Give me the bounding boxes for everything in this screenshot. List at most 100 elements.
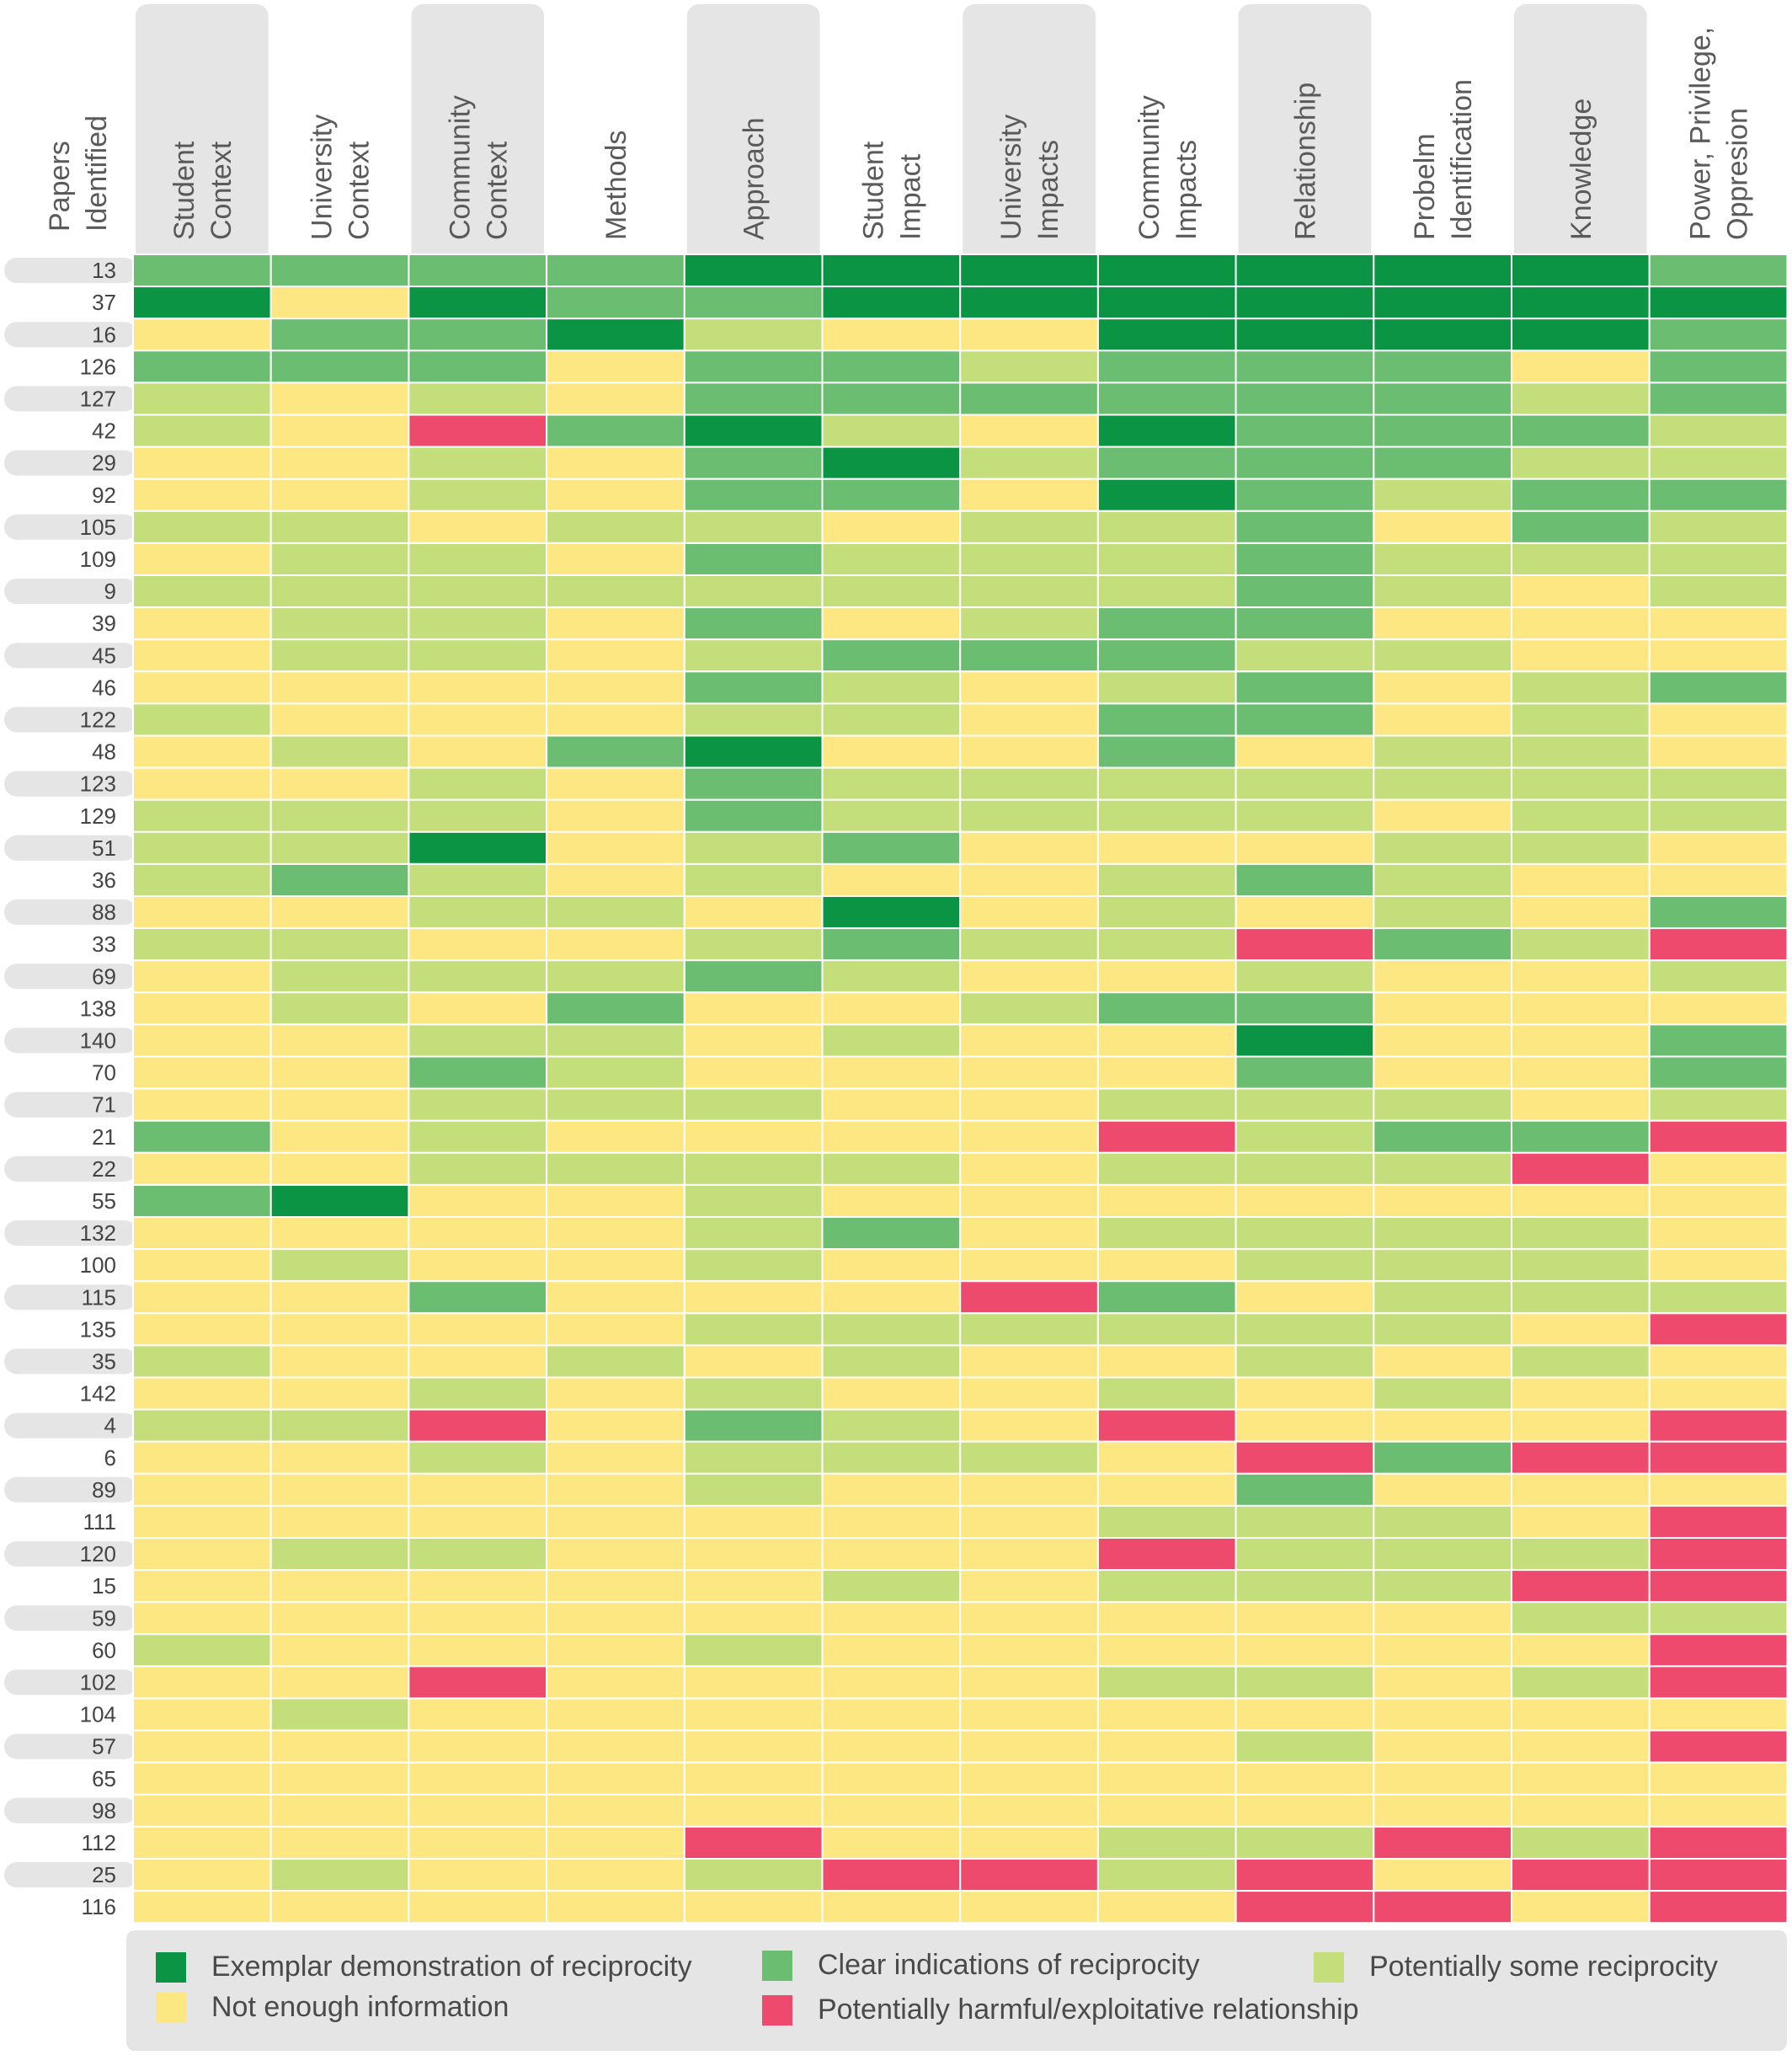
- heatmap-cell: [1648, 1601, 1789, 1636]
- heatmap-cell: [683, 1569, 824, 1604]
- heatmap-cell: [269, 638, 410, 673]
- heatmap-cell: [132, 478, 272, 512]
- heatmap-cell: [546, 927, 685, 962]
- heatmap-cell: [821, 318, 962, 352]
- heatmap-cell: [408, 286, 548, 320]
- heatmap-cell: [1096, 1793, 1237, 1828]
- heatmap-cell: [1648, 1312, 1789, 1347]
- heatmap-cell: [408, 1376, 548, 1411]
- heatmap-cell: [132, 1472, 272, 1507]
- heatmap-cell: [546, 1633, 685, 1668]
- heatmap-cell: [1648, 1248, 1789, 1283]
- heatmap-cell: [408, 350, 548, 384]
- row-label: 33: [92, 931, 116, 957]
- heatmap-cell: [1511, 1023, 1651, 1058]
- row-label: 98: [92, 1798, 116, 1823]
- heatmap-cell: [408, 1858, 548, 1892]
- row-label: 104: [80, 1702, 116, 1727]
- heatmap-cell: [132, 766, 272, 801]
- heatmap-cell: [1511, 478, 1651, 512]
- column-header-tab: [1238, 4, 1372, 267]
- heatmap-cell: [683, 606, 824, 641]
- row-label-pill: [4, 258, 137, 284]
- heatmap-cell: [683, 350, 824, 384]
- heatmap-cell: [821, 734, 962, 769]
- legend-item-potential: Potentially some reciprocity: [1314, 1951, 1718, 1983]
- heatmap-cell: [683, 734, 824, 769]
- heatmap-cell: [683, 862, 824, 898]
- heatmap-cell: [1648, 1504, 1789, 1540]
- heatmap-cell: [408, 382, 548, 416]
- heatmap-cell: [1235, 1504, 1375, 1540]
- heatmap-cell: [132, 1890, 272, 1924]
- heatmap-cell: [1648, 895, 1789, 930]
- heatmap-cell: [959, 1408, 1099, 1443]
- heatmap-cell: [1373, 1248, 1513, 1283]
- heatmap-cell: [269, 382, 410, 416]
- heatmap-cell: [683, 895, 824, 930]
- heatmap-cell: [1648, 350, 1789, 384]
- heatmap-cell: [1096, 1183, 1237, 1219]
- heatmap-cell: [1648, 1151, 1789, 1186]
- heatmap-cell: [821, 1537, 962, 1572]
- heatmap-cell: [1648, 1633, 1789, 1668]
- column-header-line: Impact: [894, 153, 926, 240]
- heatmap-cell: [269, 1665, 410, 1700]
- heatmap-cell: [1373, 1344, 1513, 1379]
- heatmap-cell: [959, 1793, 1099, 1828]
- heatmap-cell: [821, 1216, 962, 1251]
- heatmap-cell: [269, 318, 410, 352]
- heatmap-cell: [1373, 318, 1513, 352]
- heatmap-cell: [1511, 1697, 1651, 1732]
- heatmap-cell: [1511, 1248, 1651, 1283]
- legend-swatch-not-enough-info: [156, 1992, 186, 2023]
- row-header-line: Identified: [81, 115, 113, 232]
- heatmap-cell: [683, 254, 824, 288]
- heatmap-cell: [1096, 1633, 1237, 1668]
- heatmap-cell: [1235, 606, 1375, 641]
- heatmap-cell: [1235, 830, 1375, 865]
- heatmap-cell: [1373, 862, 1513, 898]
- heatmap-cell: [1511, 766, 1651, 801]
- heatmap-cell: [269, 286, 410, 320]
- heatmap-cell: [408, 1312, 548, 1347]
- heatmap-cell: [1511, 382, 1651, 416]
- column-header-line: University: [995, 115, 1027, 240]
- heatmap-cell: [959, 1858, 1099, 1892]
- heatmap-cell: [683, 1472, 824, 1507]
- heatmap-cell: [1096, 1055, 1237, 1090]
- heatmap-cell: [408, 606, 548, 641]
- heatmap-cell: [546, 1793, 685, 1828]
- heatmap-cell: [269, 1312, 410, 1347]
- heatmap-cell: [408, 830, 548, 865]
- heatmap-cell: [408, 1729, 548, 1764]
- heatmap-cell: [269, 1055, 410, 1090]
- heatmap-cell: [683, 1248, 824, 1283]
- heatmap-cell: [821, 1890, 962, 1924]
- heatmap-cell: [1648, 446, 1789, 480]
- heatmap-cell: [546, 895, 685, 930]
- legend-swatch-exemplar: [156, 1951, 186, 1983]
- row-label: 16: [92, 322, 116, 347]
- heatmap-cell: [1373, 830, 1513, 865]
- heatmap-cell: [1235, 1472, 1375, 1507]
- heatmap-cell: [546, 1825, 685, 1860]
- heatmap-cell: [1648, 1023, 1789, 1058]
- heatmap-cell: [546, 1376, 685, 1411]
- heatmap-cell: [821, 350, 962, 384]
- heatmap-cell: [269, 1151, 410, 1186]
- heatmap-cell: [683, 1087, 824, 1122]
- heatmap-cell: [1648, 670, 1789, 705]
- heatmap-cell: [408, 895, 548, 930]
- column-header-label: Knowledge: [1565, 99, 1597, 240]
- heatmap-cell: [546, 350, 685, 384]
- heatmap-cell: [1511, 1151, 1651, 1186]
- heatmap-cell: [269, 574, 410, 609]
- heatmap-cell: [821, 1408, 962, 1443]
- heatmap-cell: [1373, 1408, 1513, 1443]
- heatmap-cell: [821, 382, 962, 416]
- heatmap-cell: [1648, 734, 1789, 769]
- heatmap-cell: [1235, 1151, 1375, 1186]
- heatmap-cell: [546, 574, 685, 609]
- heatmap-cell: [546, 1665, 685, 1700]
